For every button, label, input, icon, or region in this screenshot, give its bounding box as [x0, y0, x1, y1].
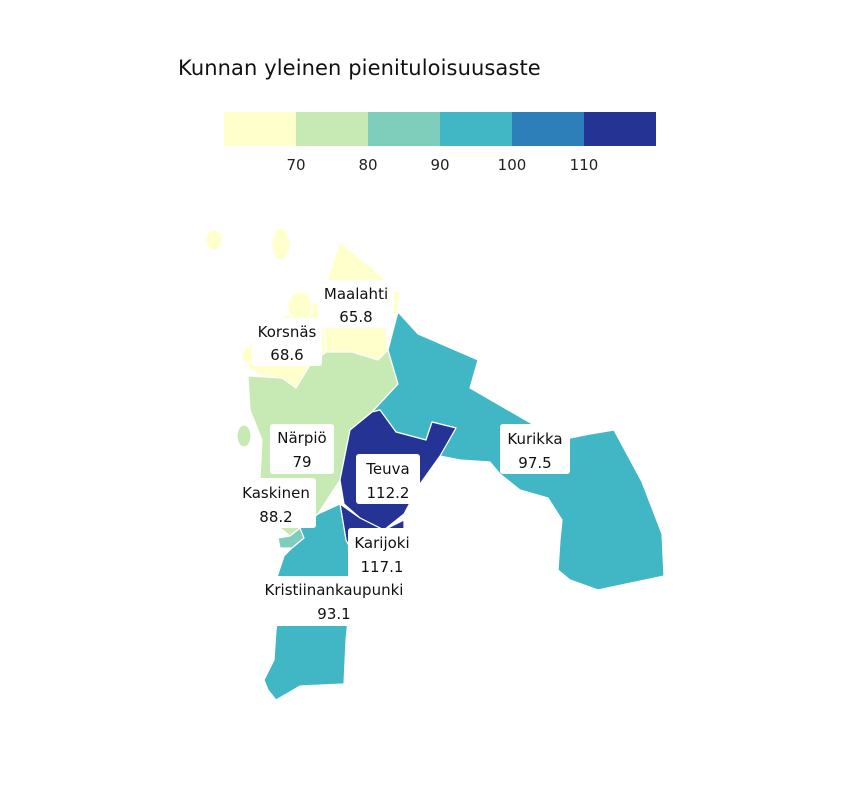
legend-swatch-6: [584, 112, 656, 146]
legend-swatch-3: [368, 112, 440, 146]
label-kristiinankaupunki-value: 93.1: [317, 605, 350, 623]
label-teuva: Teuva 112.2: [356, 454, 420, 504]
island-1: [205, 229, 223, 251]
label-kristiinankaupunki-name: Kristiinankaupunki: [265, 581, 404, 599]
label-teuva-value: 112.2: [367, 484, 410, 502]
label-kurikka: Kurikka 97.5: [500, 424, 570, 474]
island-5: [236, 424, 252, 448]
legend-swatch-2: [296, 112, 368, 146]
label-kaskinen-name: Kaskinen: [242, 484, 310, 502]
label-kristiinankaupunki: Kristiinankaupunki 93.1: [258, 576, 410, 626]
island-3: [287, 291, 313, 321]
label-kaskinen-value: 88.2: [259, 508, 292, 526]
legend-tick-70: 70: [286, 156, 305, 174]
map-title: Kunnan yleinen pienituloisuusaste: [178, 56, 541, 80]
label-korsnas-value: 68.6: [270, 346, 303, 364]
label-kaskinen: Kaskinen 88.2: [236, 478, 316, 528]
legend-swatch-5: [512, 112, 584, 146]
island-2: [271, 227, 291, 261]
legend-tick-110: 110: [570, 156, 599, 174]
label-narpio: Närpiö 79: [270, 424, 334, 474]
label-kurikka-name: Kurikka: [507, 430, 562, 448]
label-teuva-name: Teuva: [365, 460, 409, 478]
label-kurikka-value: 97.5: [518, 454, 551, 472]
legend-swatch-4: [440, 112, 512, 146]
legend-tick-90: 90: [430, 156, 449, 174]
legend-swatch-1: [224, 112, 296, 146]
label-korsnas: Korsnäs 68.6: [252, 318, 322, 366]
label-korsnas-name: Korsnäs: [258, 323, 317, 341]
label-karijoki-value: 117.1: [361, 558, 404, 576]
legend-tick-100: 100: [498, 156, 527, 174]
legend-tick-80: 80: [358, 156, 377, 174]
label-karijoki-name: Karijoki: [354, 534, 409, 552]
label-maalahti-value: 65.8: [339, 308, 372, 326]
color-legend: 70 80 90 100 110: [224, 112, 656, 174]
label-maalahti: Maalahti 65.8: [318, 280, 394, 328]
label-maalahti-name: Maalahti: [324, 285, 388, 303]
label-narpio-value: 79: [292, 453, 311, 471]
label-narpio-name: Närpiö: [277, 429, 326, 447]
label-karijoki: Karijoki 117.1: [348, 528, 416, 578]
